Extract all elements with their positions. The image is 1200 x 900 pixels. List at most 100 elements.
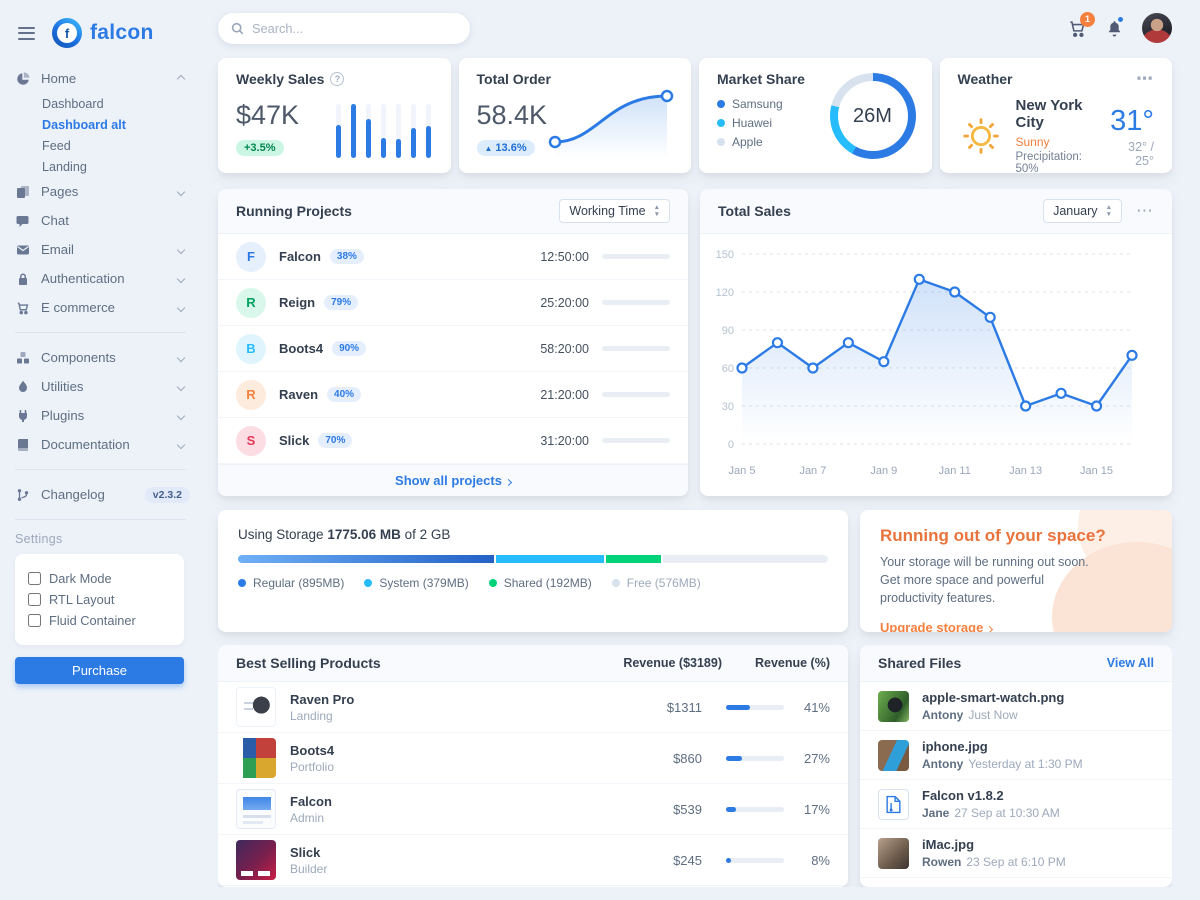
project-percent-badge: 70% — [318, 433, 353, 449]
storage-legend-free-576mb: Free (576MB) — [611, 576, 701, 590]
project-name-link[interactable]: Reign — [279, 295, 316, 311]
sidebar-item-email[interactable]: Email — [15, 235, 190, 264]
file-row: apple-smart-watch.png Antony Just Now — [860, 682, 1172, 731]
chevron-down-icon — [176, 440, 186, 449]
legend-label: Shared (192MB) — [503, 576, 592, 590]
shared-files-card: Shared Files View All apple-smart-watch.… — [860, 645, 1172, 887]
pages-icon — [15, 185, 31, 199]
bar-track — [380, 104, 386, 158]
file-name-link[interactable]: Falcon v1.8.2 — [922, 788, 1004, 803]
sidebar-item-dashboard[interactable]: Dashboard — [15, 93, 190, 114]
sidebar-item-pages[interactable]: Pages — [15, 177, 190, 206]
product-name-link[interactable]: Falcon — [290, 793, 332, 809]
month-select[interactable]: January ▲ ▼ — [1043, 199, 1122, 224]
app-logo[interactable]: f falcon — [52, 18, 154, 48]
bar-fill — [335, 124, 341, 158]
product-row: Boots4 Portfolio $860 27% — [218, 733, 848, 784]
purchase-button[interactable]: Purchase — [15, 657, 184, 684]
falcon-logo-icon: f — [52, 18, 82, 48]
storage-used: 1775.06 MB — [327, 527, 401, 542]
sidebar-divider — [15, 332, 186, 333]
view-all-link[interactable]: View All — [1106, 656, 1154, 670]
legend-item-huawei: Huawei — [717, 116, 914, 130]
project-name-link[interactable]: Falcon — [279, 249, 321, 265]
chevron-down-icon — [176, 303, 186, 312]
help-icon[interactable]: ? — [330, 72, 345, 86]
sidebar-item-utilities[interactable]: Utilities — [15, 372, 190, 401]
chevron-down-icon — [176, 245, 186, 254]
checkbox-fluid-container[interactable] — [28, 614, 41, 627]
sidebar-item-plugins[interactable]: Plugins — [15, 401, 190, 430]
product-revenue-bar — [726, 857, 784, 863]
product-row: Raven Pro Landing $1311 41% — [218, 682, 848, 733]
svg-text:Jan 13: Jan 13 — [1009, 465, 1042, 477]
svg-text:Jan 15: Jan 15 — [1080, 465, 1113, 477]
project-avatar: B — [236, 333, 266, 364]
storage-legend-system-379mb: System (379MB) — [364, 576, 469, 590]
file-name-link[interactable]: apple-smart-watch.png — [922, 690, 1065, 705]
sidebar-item-components[interactable]: Components — [15, 343, 190, 372]
setting-option-dark-mode[interactable]: Dark Mode — [28, 571, 171, 586]
product-name-link[interactable]: Boots4 — [290, 742, 335, 758]
more-icon[interactable]: ⋯ — [1136, 68, 1154, 88]
sun-icon — [958, 113, 1004, 159]
bar-fill — [380, 138, 386, 158]
bar-track — [410, 104, 416, 158]
project-name-link[interactable]: Boots4 — [279, 341, 324, 357]
weekly-sales-chart — [335, 104, 431, 158]
project-progress — [602, 438, 670, 444]
running-projects-card: Running Projects Working Time ▲ ▼ F Falcon… — [218, 189, 688, 496]
sidebar-item-home[interactable]: Home — [15, 64, 190, 93]
hamburger-menu-icon[interactable] — [14, 23, 39, 44]
show-all-projects-link[interactable]: Show all projects — [218, 464, 688, 496]
setting-option-rtl-layout[interactable]: RTL Layout — [28, 592, 171, 607]
cart-icon[interactable]: 1 — [1068, 11, 1095, 38]
sidebar-item-changelog[interactable]: Changelog v2.3.2 — [15, 480, 190, 509]
upgrade-storage-link[interactable]: Upgrade storage — [880, 620, 994, 632]
sidebar-item-landing[interactable]: Landing — [15, 156, 190, 177]
product-name-link[interactable]: Slick — [290, 844, 321, 860]
bell-icon[interactable] — [1105, 14, 1125, 38]
file-time: 23 Sep at 6:10 PM — [966, 855, 1066, 869]
market-share-title: Market Share — [717, 71, 805, 87]
user-avatar[interactable] — [1142, 13, 1172, 43]
sidebar-item-label: Pages — [41, 184, 79, 199]
sidebar-item-dashboard-alt[interactable]: Dashboard alt — [15, 114, 190, 135]
checkbox-dark-mode[interactable] — [28, 572, 41, 585]
project-name-link[interactable]: Slick — [279, 433, 310, 449]
legend-dot — [364, 579, 373, 587]
sidebar-item-chat[interactable]: Chat — [15, 206, 190, 235]
file-author: Antony — [922, 708, 964, 722]
file-name-link[interactable]: iMac.jpg — [922, 837, 975, 852]
storage-legend-regular-895mb: Regular (895MB) — [238, 576, 344, 590]
sidebar-item-feed[interactable]: Feed — [15, 135, 190, 156]
sidebar-item-label: Changelog — [41, 487, 105, 502]
bar-fill — [425, 125, 431, 158]
project-name-link[interactable]: Raven — [279, 387, 319, 403]
project-avatar: R — [236, 379, 266, 410]
file-name-link[interactable]: iphone.jpg — [922, 739, 988, 754]
more-icon[interactable]: ⋯ — [1136, 201, 1154, 221]
sidebar-item-authentication[interactable]: Authentication — [15, 264, 190, 293]
legend-dot — [717, 119, 725, 127]
utilities-icon — [15, 380, 31, 394]
product-revenue-bar — [726, 806, 784, 812]
checkbox-rtl-layout[interactable] — [28, 593, 41, 606]
market-share-legend: Samsung Huawei Apple — [717, 97, 914, 149]
sidebar-item-label: Feed — [42, 138, 71, 153]
file-thumbnail — [878, 690, 909, 722]
sidebar-item-e-commerce[interactable]: E commerce — [15, 293, 190, 322]
sidebar-item-documentation[interactable]: Documentation — [15, 430, 190, 459]
shared-files-title: Shared Files — [878, 655, 962, 671]
setting-option-fluid-container[interactable]: Fluid Container — [28, 613, 171, 628]
file-thumbnail — [878, 837, 909, 869]
project-avatar: S — [236, 425, 266, 456]
search-icon — [231, 22, 244, 35]
total-order-title: Total Order — [476, 71, 551, 87]
search-box[interactable] — [218, 12, 470, 44]
total-order-badge: ▲ 13.6% — [476, 140, 535, 156]
total-order-chart — [545, 84, 677, 163]
working-time-select[interactable]: Working Time ▲ ▼ — [559, 199, 670, 224]
search-input[interactable] — [252, 20, 457, 36]
product-name-link[interactable]: Raven Pro — [290, 691, 355, 707]
